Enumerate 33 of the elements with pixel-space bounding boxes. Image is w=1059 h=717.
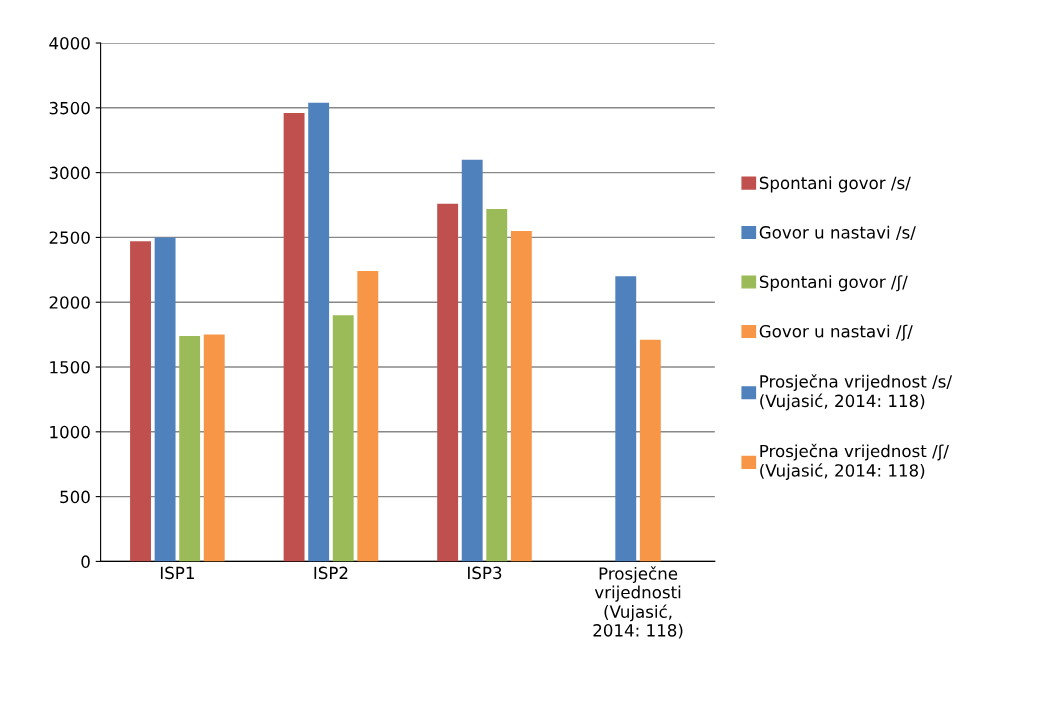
bar bbox=[308, 102, 330, 562]
legend-label: Spontani govor /s/ bbox=[759, 176, 911, 193]
y-tick-label: 4000 bbox=[49, 36, 90, 50]
y-tick-label: 1000 bbox=[50, 425, 90, 439]
bar bbox=[130, 241, 151, 562]
bar bbox=[486, 208, 508, 562]
y-tick-label: 3500 bbox=[49, 101, 90, 115]
bar bbox=[357, 271, 379, 562]
legend-label: Govor u nastavi /ʃ/ bbox=[759, 324, 913, 341]
x-tick-label: Prosječne vrijednosti (Vujasić, 2014: 118) bbox=[593, 566, 683, 639]
legend-label: Prosječna vrijednost /s/ (Vujasić, 2014: 118) bbox=[760, 374, 953, 411]
bar bbox=[639, 339, 661, 562]
x-tick-label: ISP2 bbox=[314, 566, 348, 580]
legend-label: Prosječna vrijednost /ʃ/ (Vujasić, 2014: 118) bbox=[760, 443, 949, 480]
bar bbox=[461, 159, 483, 562]
bar bbox=[179, 335, 201, 562]
bar bbox=[332, 315, 354, 562]
bar bbox=[154, 237, 176, 562]
y-tick-label: 1500 bbox=[50, 360, 90, 374]
legend-label: Spontani govor /ʃ/ bbox=[759, 275, 908, 292]
bar bbox=[283, 113, 305, 562]
legend-label: Govor u nastavi /s/ bbox=[759, 225, 916, 240]
bar bbox=[615, 276, 637, 562]
y-tick-label: 2000 bbox=[49, 296, 90, 309]
bar bbox=[510, 230, 532, 562]
x-tick-label: ISP3 bbox=[468, 566, 502, 580]
y-tick-label: 2500 bbox=[49, 231, 90, 244]
y-tick-label: 0 bbox=[81, 555, 90, 568]
y-tick-label: 500 bbox=[60, 490, 90, 504]
y-tick-label: 3000 bbox=[49, 166, 90, 180]
bar bbox=[437, 203, 459, 562]
bar bbox=[203, 334, 225, 562]
x-tick-label: ISP1 bbox=[160, 566, 194, 580]
